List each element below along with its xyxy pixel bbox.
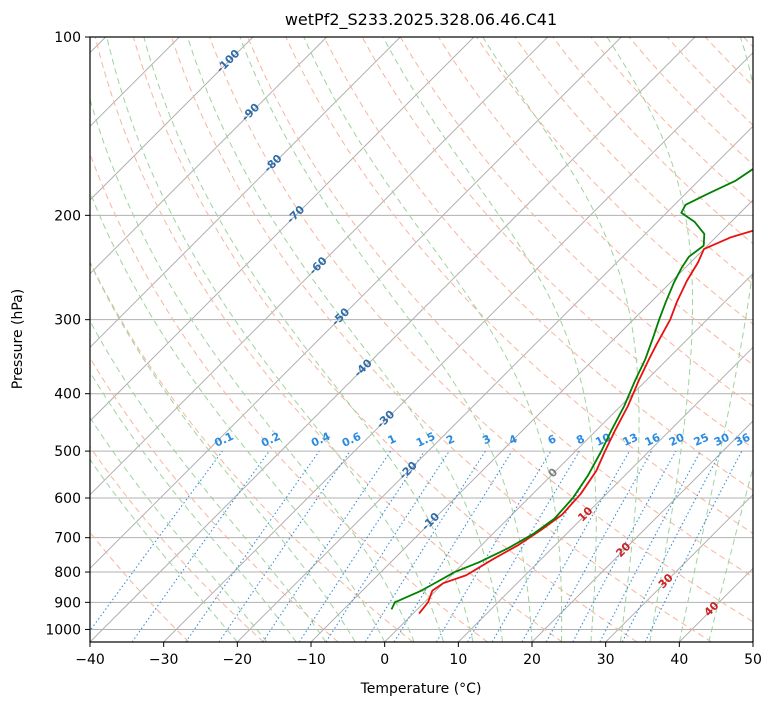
x-tick-label: 30: [597, 652, 615, 668]
isotherm-line: [236, 125, 753, 642]
x-tick-label: 10: [449, 652, 467, 668]
mixing-ratio-label: 20: [667, 431, 687, 449]
moist-adiabat-line: [90, 371, 297, 642]
dry-adiabat-line: [628, 37, 753, 166]
mixing-ratio-line: [393, 450, 513, 642]
temperature-profile-line: [418, 229, 753, 615]
x-tick-label: −40: [75, 652, 105, 668]
mixing-ratio-label: 13: [621, 431, 640, 449]
isotherm-line: [90, 37, 328, 275]
y-tick-label: 500: [54, 444, 81, 460]
moist-adiabat-line: [239, 37, 533, 642]
moist-adiabat-line: [90, 97, 415, 642]
mixing-ratio-line: [185, 450, 320, 642]
y-tick-label: 300: [54, 313, 81, 329]
plot-frame: [89, 36, 754, 643]
y-tick-label: 400: [54, 387, 81, 403]
background-lines: [90, 37, 753, 642]
moist-adiabat-line: [90, 320, 327, 642]
dry-adiabat-line: [90, 446, 264, 642]
x-axis-title: Temperature (°C): [360, 681, 482, 697]
dry-adiabat-line: [209, 37, 753, 623]
y-axis: 100 200 300 400 500 600 700 800 900 1000: [45, 30, 90, 638]
mixing-ratio-line: [262, 450, 392, 642]
y-tick-label: 700: [54, 531, 81, 547]
dry-adiabat-line: [514, 37, 753, 285]
moist-adiabat-line: [708, 465, 753, 642]
isotherm-line: [457, 346, 753, 642]
mixing-ratio-line: [218, 450, 351, 642]
y-tick-label: 100: [54, 30, 81, 46]
moist-adiabat-line: [606, 37, 694, 642]
dry-adiabat-line: [323, 37, 753, 491]
dry-adiabat-line: [90, 260, 414, 642]
isotherm-line: [90, 37, 475, 422]
y-tick-label: 800: [54, 565, 81, 581]
x-tick-label: 40: [670, 652, 688, 668]
isotherm-line: [90, 37, 549, 496]
isotherm-line: [90, 37, 696, 642]
mixing-ratio-line: [572, 450, 677, 642]
dry-adiabat-line: [361, 37, 753, 449]
y-tick-label: 900: [54, 595, 81, 611]
isotherm-line: [90, 37, 254, 201]
profile-lines: [390, 167, 753, 615]
dry-adiabat-line: [476, 37, 753, 325]
isotherm-line: [605, 493, 753, 642]
mixing-ratio-label: 36: [733, 431, 753, 449]
mixing-ratio-label: 16: [643, 431, 663, 449]
mixing-ratio-line: [325, 450, 450, 642]
mixing-ratio-line: [644, 450, 743, 642]
x-tick-label: 20: [523, 652, 541, 668]
mixing-ratio-line: [298, 450, 425, 642]
dry-adiabat-line: [132, 37, 638, 642]
moist-adiabat-line: [678, 37, 753, 642]
isotherm-line: [90, 37, 401, 349]
x-tick-label: 0: [380, 652, 389, 668]
y-axis-title: Pressure (hPa): [10, 289, 26, 389]
moist-adiabat-line: [90, 261, 356, 642]
mixing-ratio-label: 25: [692, 431, 711, 449]
dry-adiabat-line: [399, 37, 753, 407]
dry-adiabat-line: [94, 37, 563, 642]
mixing-ratio-line: [131, 450, 270, 642]
y-tick-label: 200: [54, 208, 81, 224]
mixing-ratio-line: [545, 450, 653, 642]
x-tick-label: −10: [296, 652, 326, 668]
moist-adiabat-line: [90, 416, 268, 642]
mixing-ratio-line: [521, 450, 630, 642]
x-tick-label: −20: [223, 652, 253, 668]
moist-adiabat-line: [303, 37, 563, 642]
moist-adiabat-line: [90, 458, 238, 642]
mixing-ratio-label: 30: [712, 431, 732, 449]
x-tick-label: 50: [744, 652, 762, 668]
moist-adiabat-line: [482, 37, 640, 642]
moist-adiabat-line: [382, 37, 597, 642]
x-tick-label: −30: [149, 652, 179, 668]
moist-adiabat-line: [90, 190, 386, 642]
x-axis: −40 −30 −20 −10 0 10 20 30 40 50: [75, 642, 762, 668]
mixing-ratio-line: [90, 450, 223, 632]
isotherm-line: [90, 37, 622, 570]
y-tick-label: 600: [54, 491, 81, 507]
chart-title: wetPf2_S233.2025.328.06.46.C41: [285, 10, 557, 30]
y-tick-label: 1000: [45, 622, 81, 638]
dewpoint-profile-line: [390, 167, 753, 610]
dry-adiabat-line: [247, 37, 753, 578]
isotherm-line: [384, 272, 753, 642]
isotherm-line: [163, 51, 753, 642]
moist-adiabat-line: [187, 37, 504, 642]
isotherm-line: [531, 420, 753, 642]
moist-adiabat-line: [143, 37, 474, 642]
